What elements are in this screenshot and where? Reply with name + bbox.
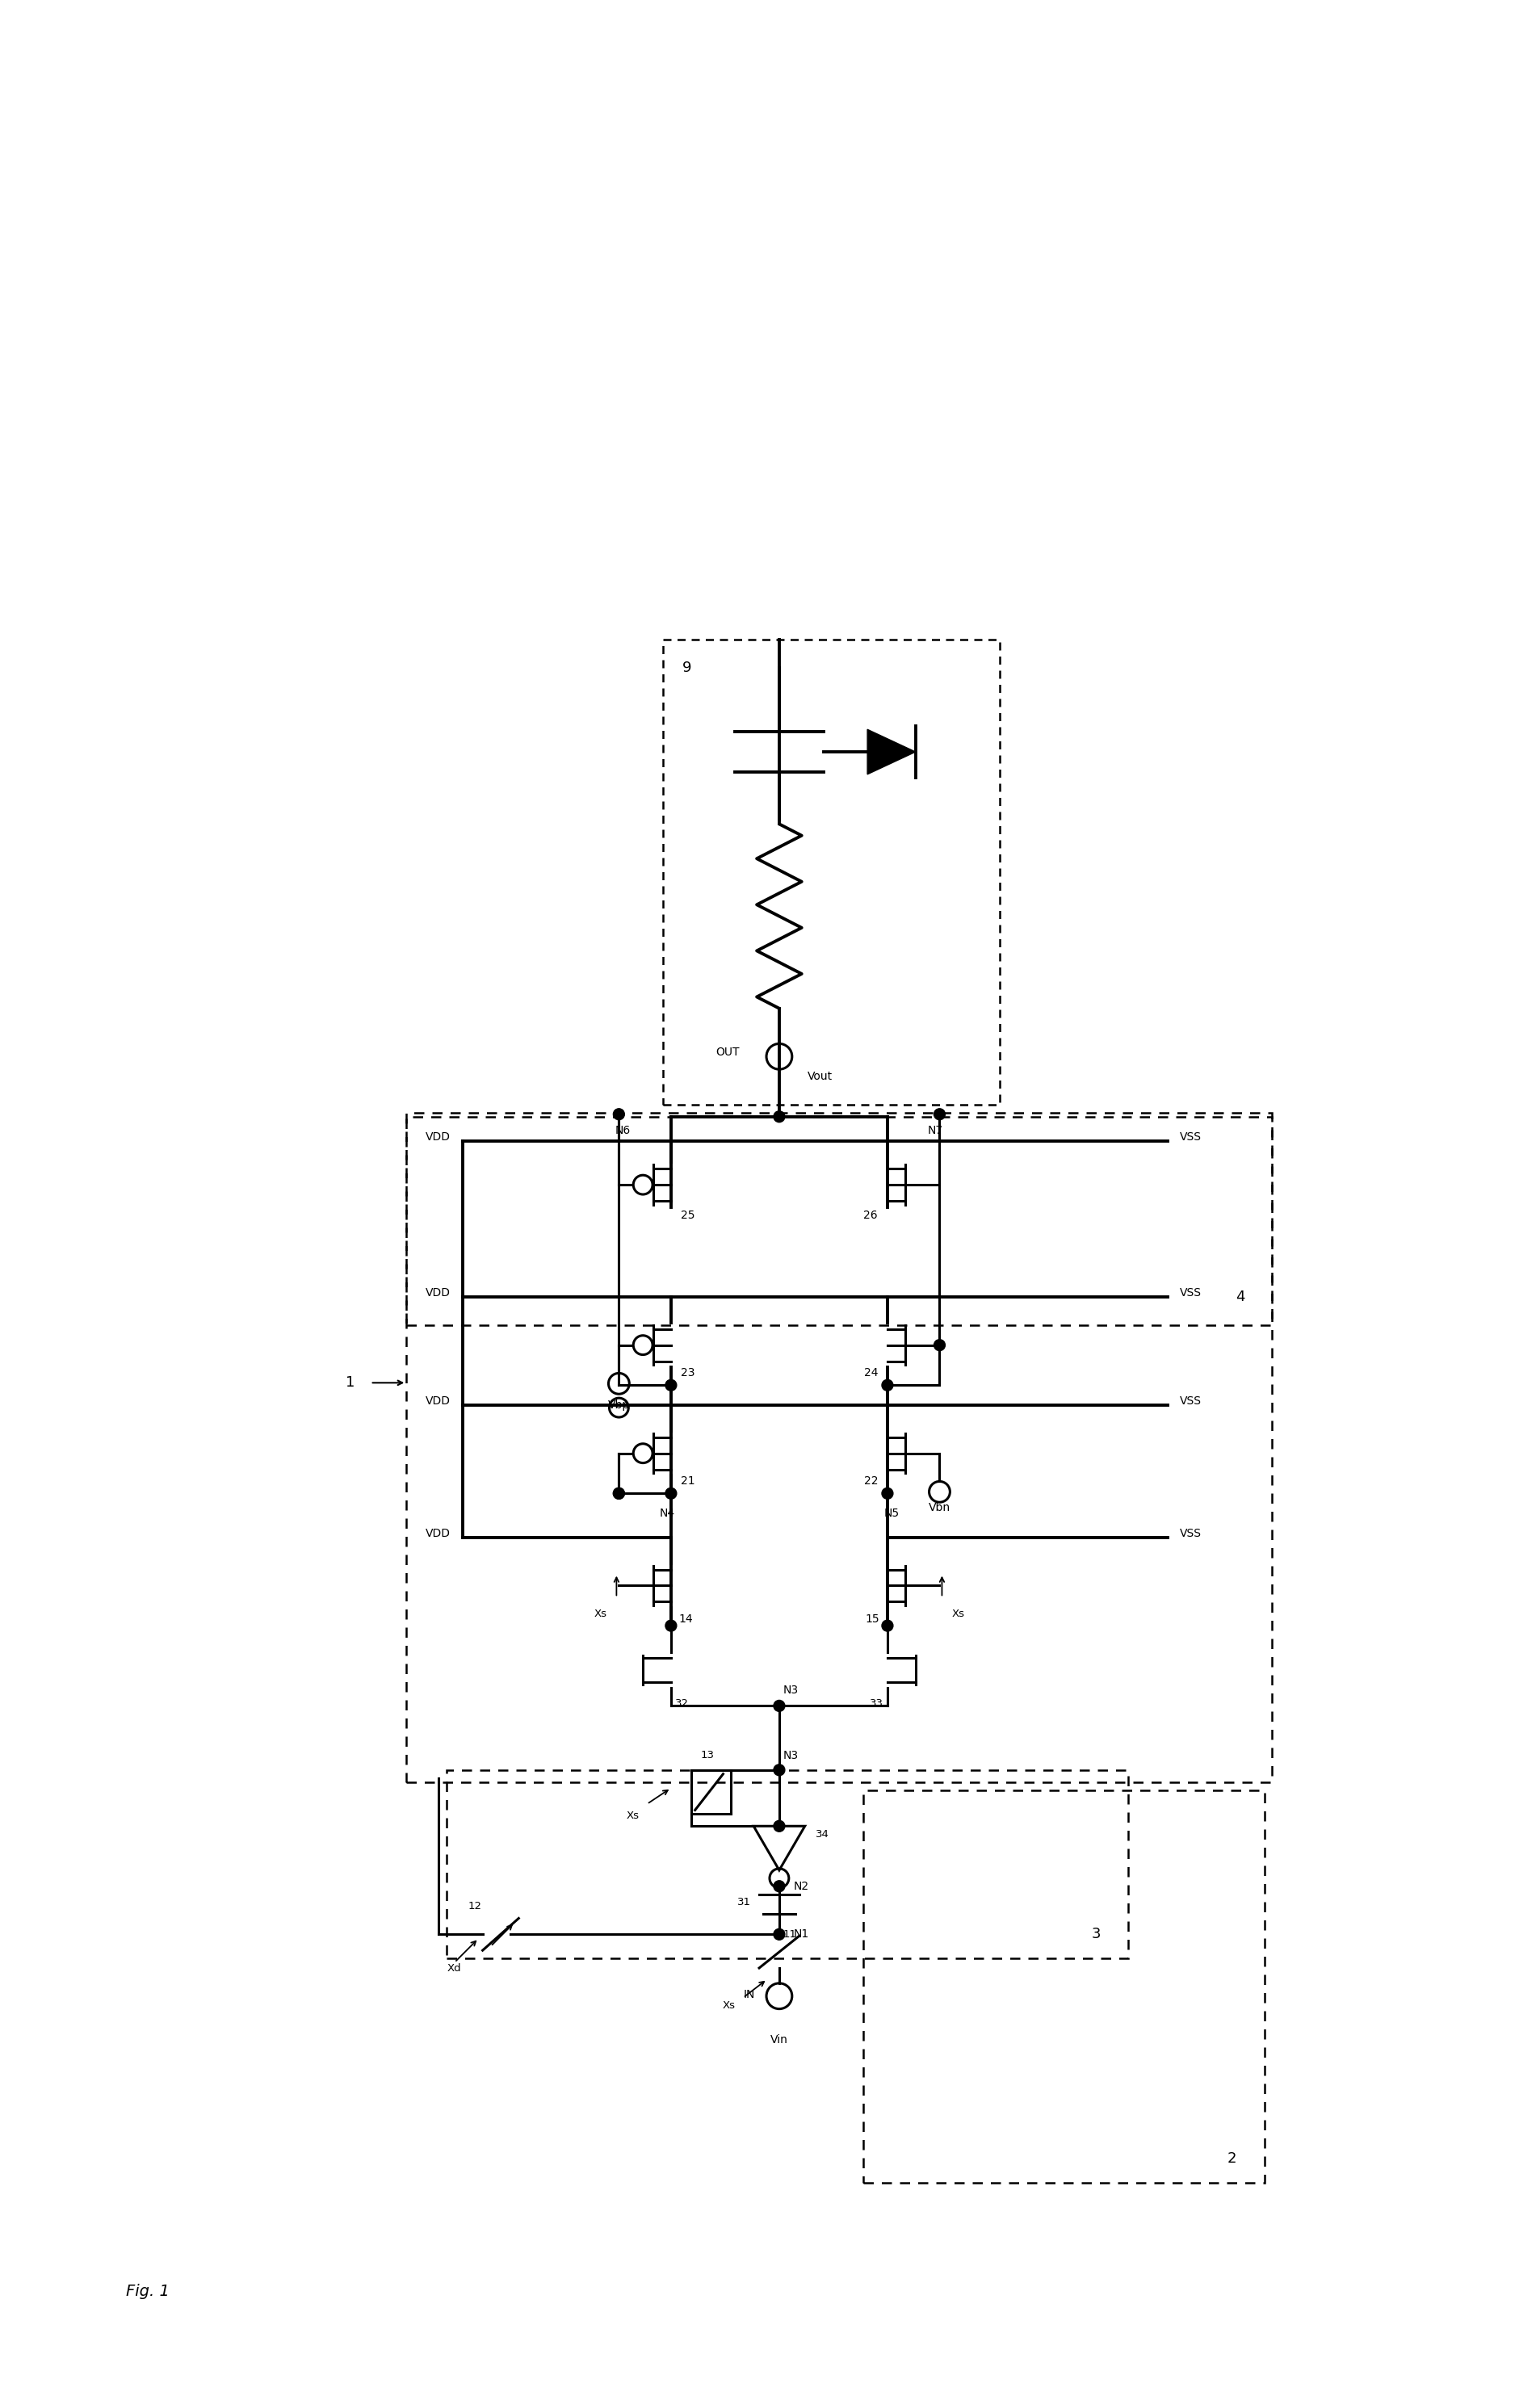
Circle shape <box>882 1620 893 1632</box>
Text: Xs: Xs <box>722 2001 735 2010</box>
Text: N1: N1 <box>793 1929 809 1941</box>
Text: N6: N6 <box>614 1124 631 1136</box>
Circle shape <box>773 1881 785 1893</box>
Text: VSS: VSS <box>1180 1131 1201 1143</box>
Text: 21: 21 <box>681 1476 695 1488</box>
Bar <box>864 1790 1264 2183</box>
Text: Xd: Xd <box>448 1962 462 1974</box>
Text: 4: 4 <box>1235 1289 1244 1303</box>
Circle shape <box>613 1488 625 1500</box>
Circle shape <box>665 1488 676 1500</box>
Circle shape <box>665 1380 676 1390</box>
Text: 33: 33 <box>870 1699 884 1708</box>
Text: OUT: OUT <box>715 1047 739 1059</box>
Circle shape <box>613 1488 625 1500</box>
Text: N3: N3 <box>784 1684 799 1696</box>
Text: 11: 11 <box>784 1929 798 1941</box>
Circle shape <box>773 1929 785 1941</box>
Text: Vbn: Vbn <box>929 1502 950 1514</box>
Text: 13: 13 <box>701 1751 715 1761</box>
Text: 15: 15 <box>865 1613 879 1624</box>
Text: 1: 1 <box>346 1375 354 1390</box>
Circle shape <box>773 1112 785 1121</box>
Text: N7: N7 <box>927 1124 944 1136</box>
Circle shape <box>882 1488 893 1500</box>
Text: Xs: Xs <box>594 1608 607 1620</box>
Text: VSS: VSS <box>1180 1529 1201 1538</box>
Text: Vin: Vin <box>770 2034 788 2046</box>
Text: VDD: VDD <box>425 1287 451 1299</box>
Bar <box>664 640 999 1105</box>
Text: VDD: VDD <box>425 1394 451 1406</box>
Circle shape <box>613 1109 625 1119</box>
Text: Xs: Xs <box>625 1811 639 1821</box>
Circle shape <box>882 1380 893 1390</box>
Text: 26: 26 <box>864 1210 878 1222</box>
Text: N4: N4 <box>659 1507 675 1519</box>
Text: N3: N3 <box>784 1749 799 1761</box>
Text: 9: 9 <box>682 661 691 676</box>
Circle shape <box>665 1620 676 1632</box>
Text: VDD: VDD <box>425 1131 451 1143</box>
Text: 32: 32 <box>675 1699 688 1708</box>
Circle shape <box>933 1339 946 1351</box>
Text: 12: 12 <box>468 1900 482 1912</box>
Text: 14: 14 <box>679 1613 693 1624</box>
Polygon shape <box>867 728 915 774</box>
Circle shape <box>933 1109 946 1119</box>
Text: 34: 34 <box>815 1828 829 1840</box>
Bar <box>407 1117 1272 1783</box>
Text: 23: 23 <box>681 1368 695 1378</box>
Circle shape <box>773 1763 785 1775</box>
Circle shape <box>773 1821 785 1831</box>
Text: 25: 25 <box>681 1210 695 1222</box>
Circle shape <box>773 1701 785 1711</box>
Text: VSS: VSS <box>1180 1394 1201 1406</box>
Text: 31: 31 <box>738 1898 752 1907</box>
Bar <box>447 1771 1127 1958</box>
Text: 24: 24 <box>864 1368 878 1378</box>
Text: N5: N5 <box>884 1507 899 1519</box>
Bar <box>407 1112 1272 1325</box>
Text: 3: 3 <box>1092 1926 1101 1941</box>
Text: 22: 22 <box>864 1476 878 1488</box>
Text: IN: IN <box>744 1989 755 2001</box>
Text: VSS: VSS <box>1180 1287 1201 1299</box>
Text: Xs: Xs <box>952 1608 964 1620</box>
Text: 2: 2 <box>1227 2152 1237 2166</box>
Text: Vout: Vout <box>807 1071 833 1083</box>
Text: N2: N2 <box>793 1881 809 1893</box>
Text: VDD: VDD <box>425 1529 451 1538</box>
Text: Fig. 1: Fig. 1 <box>126 2283 169 2298</box>
Text: Vbp: Vbp <box>608 1399 630 1411</box>
